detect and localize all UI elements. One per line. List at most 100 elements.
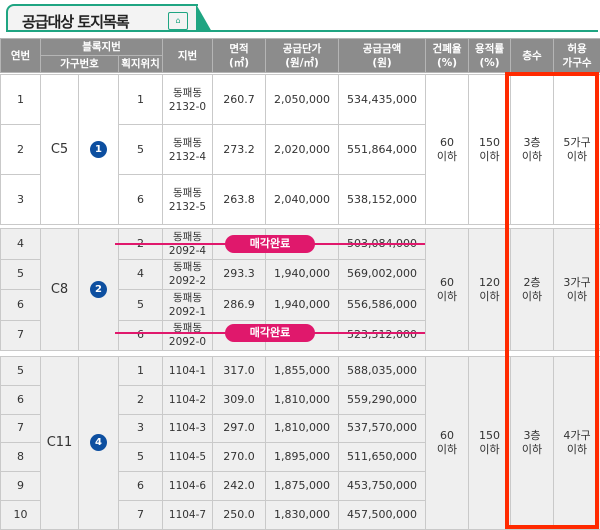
unit-price: 1,940,000 xyxy=(266,259,339,290)
amount: 588,035,000 xyxy=(339,357,426,386)
unit-price: 2,040,000 xyxy=(266,175,339,225)
lot-position: 5 xyxy=(119,290,163,321)
area: 317.0 xyxy=(213,357,266,386)
col-floors: 층수 xyxy=(511,39,554,73)
block-name: C11 xyxy=(41,357,79,530)
row-number: 4 xyxy=(1,229,41,260)
row-number: 5 xyxy=(1,357,41,386)
amount: 538,152,000 xyxy=(339,175,426,225)
col-lot: 지번 xyxy=(163,39,213,73)
col-household: 가구번호 xyxy=(41,56,119,73)
unit-price: 1,855,000 xyxy=(266,357,339,386)
unit-price: 1,875,000 xyxy=(266,472,339,501)
col-area: 면적 (㎡) xyxy=(213,39,266,73)
amount: 569,002,000 xyxy=(339,259,426,290)
row-number: 1 xyxy=(1,75,41,125)
lot-position: 5 xyxy=(119,443,163,472)
lot-number: 동패동 2132-0 xyxy=(163,75,213,125)
amount: 559,290,000 xyxy=(339,385,426,414)
area: 273.2 xyxy=(213,125,266,175)
col-far: 용적률(%) xyxy=(469,39,511,73)
amount: 457,500,000 xyxy=(339,500,426,529)
lot-number: 동패동 2132-5 xyxy=(163,175,213,225)
area-unit: (㎡) xyxy=(229,57,249,69)
area-label: 면적 xyxy=(229,43,248,55)
sold-out-badge: 매각완료 xyxy=(225,235,315,253)
lot-position: 7 xyxy=(119,500,163,529)
allowed-label-2: 가구수 xyxy=(563,57,592,69)
household-badge-cell: 4 xyxy=(79,357,119,530)
document-icon: ⌂ xyxy=(168,12,188,30)
area: 242.0 xyxy=(213,472,266,501)
household-number-badge: 2 xyxy=(90,281,107,298)
amount: 453,750,000 xyxy=(339,472,426,501)
unit-price-label: 공급단가 xyxy=(283,43,322,55)
lot-number: 1104-3 xyxy=(163,414,213,443)
row-number: 8 xyxy=(1,443,41,472)
unit-price: 2,050,000 xyxy=(266,75,339,125)
unit-price: 2,020,000 xyxy=(266,125,339,175)
lot-number: 1104-1 xyxy=(163,357,213,386)
lot-number: 동패동 2132-4 xyxy=(163,125,213,175)
unit-price: 1,830,000 xyxy=(266,500,339,529)
area: 297.0 xyxy=(213,414,266,443)
lot-position: 6 xyxy=(119,320,163,351)
unit-price: 1,895,000 xyxy=(266,443,339,472)
lot-position: 4 xyxy=(119,259,163,290)
lot-position: 6 xyxy=(119,472,163,501)
lot-number: 1104-2 xyxy=(163,385,213,414)
lot-number: 동패동 2092-1 xyxy=(163,290,213,321)
block-name: C8 xyxy=(41,229,79,351)
area: 250.0 xyxy=(213,500,266,529)
household-number-badge: 4 xyxy=(90,434,107,451)
block-name: C5 xyxy=(41,75,79,225)
col-unit-price: 공급단가 (원/㎡) xyxy=(266,39,339,73)
lot-number: 1104-5 xyxy=(163,443,213,472)
row-number: 6 xyxy=(1,290,41,321)
highlight-box xyxy=(505,72,599,529)
household-number-badge: 1 xyxy=(90,141,107,158)
amount: 551,864,000 xyxy=(339,125,426,175)
allowed-label: 허용 xyxy=(567,43,586,55)
row-number: 9 xyxy=(1,472,41,501)
lot-position: 2 xyxy=(119,385,163,414)
col-no: 연번 xyxy=(1,39,41,73)
section-title: 공급대상 토지목록 xyxy=(22,11,129,32)
coverage: 60 이하 xyxy=(426,229,469,351)
household-badge-cell: 2 xyxy=(79,229,119,351)
lot-position: 1 xyxy=(119,75,163,125)
row-number: 5 xyxy=(1,259,41,290)
lot-position: 3 xyxy=(119,414,163,443)
row-number: 10 xyxy=(1,500,41,529)
lot-number: 동패동 2092-2 xyxy=(163,259,213,290)
area: 263.8 xyxy=(213,175,266,225)
lot-number: 1104-7 xyxy=(163,500,213,529)
unit-price: 1,810,000 xyxy=(266,385,339,414)
household-badge-cell: 1 xyxy=(79,75,119,225)
lot-number: 동패동 2092-0 xyxy=(163,320,213,351)
title-divider xyxy=(6,30,598,32)
title-tab: 공급대상 토지목록 ⌂ xyxy=(6,4,198,32)
row-number: 6 xyxy=(1,385,41,414)
unit-price: 1,940,000 xyxy=(266,290,339,321)
area: 286.9 xyxy=(213,290,266,321)
coverage-label: 건폐율 xyxy=(433,43,462,55)
row-number: 2 xyxy=(1,125,41,175)
amount: 556,586,000 xyxy=(339,290,426,321)
amount: 523,512,000 xyxy=(339,320,426,351)
amount: 537,570,000 xyxy=(339,414,426,443)
table-header: 연번 블록지번 지번 면적 (㎡) 공급단가 (원/㎡) 공급금액(원) 건폐율 (%… xyxy=(0,38,600,73)
col-amount: 공급금액(원) xyxy=(339,39,426,73)
row-number: 7 xyxy=(1,320,41,351)
lot-position: 5 xyxy=(119,125,163,175)
lot-position: 6 xyxy=(119,175,163,225)
col-coverage: 건폐율 (%) xyxy=(426,39,469,73)
amount: 534,435,000 xyxy=(339,75,426,125)
coverage-unit: (%) xyxy=(437,57,457,69)
row-number: 3 xyxy=(1,175,41,225)
unit-price-unit: (원/㎡) xyxy=(285,57,319,69)
area: 293.3 xyxy=(213,259,266,290)
amount-unit: (원) xyxy=(372,57,391,69)
col-block: 블록지번 xyxy=(41,39,163,56)
